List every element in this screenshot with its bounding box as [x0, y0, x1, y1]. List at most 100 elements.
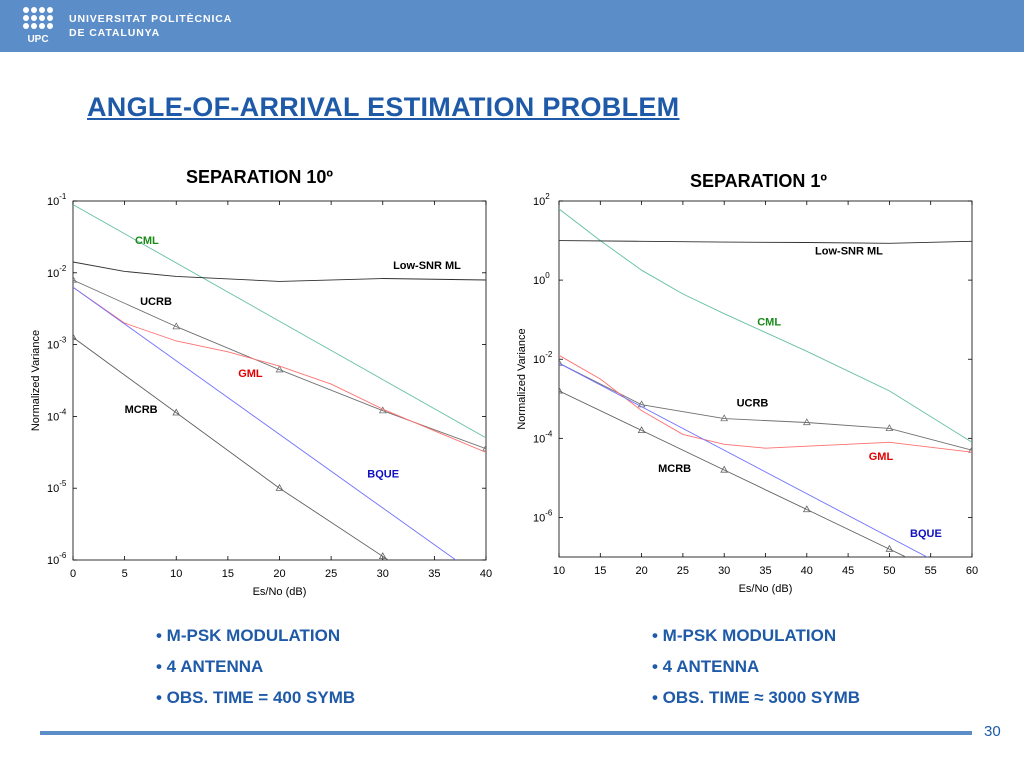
- institution-name: UNIVERSITAT POLITÈCNICA DE CATALUNYA: [69, 12, 232, 40]
- series-line-ucrb: [559, 362, 972, 451]
- series-marker: [172, 322, 181, 330]
- bullet-item: • OBS. TIME ≈ 3000 SYMB: [652, 688, 861, 707]
- series-line-low-snr-ml: [73, 261, 486, 282]
- y-tick-label: 10-4: [47, 407, 67, 423]
- y-tick-label: 10-5: [47, 479, 67, 495]
- series-marker: [637, 426, 646, 434]
- series-label: MCRB: [125, 404, 158, 416]
- y-tick-label: 10-2: [533, 350, 553, 366]
- series-marker: [885, 424, 894, 432]
- series-line-gml: [73, 286, 486, 453]
- series-label: UCRB: [737, 398, 769, 410]
- bullet-item: • OBS. TIME = 400 SYMB: [156, 688, 356, 707]
- x-tick-label: 20: [635, 565, 647, 577]
- series-marker: [559, 386, 563, 394]
- series-marker: [720, 465, 729, 473]
- bullet-list-left: • M-PSK MODULATION • 4 ANTENNA • OBS. TIME…: [156, 625, 355, 718]
- x-tick-label: 10: [170, 568, 182, 580]
- series-label: BQUE: [367, 468, 399, 480]
- series-label: CML: [135, 235, 159, 247]
- series-marker: [885, 544, 894, 552]
- header-bar: UPC UNIVERSITAT POLITÈCNICA DE CATALUNYA: [0, 0, 1024, 52]
- x-tick-label: 40: [480, 568, 492, 580]
- institution-line-1: UNIVERSITAT POLITÈCNICA: [69, 13, 233, 25]
- series-marker: [720, 414, 729, 422]
- x-tick-label: 30: [718, 565, 730, 577]
- plot-frame: [558, 200, 973, 558]
- series-marker: [969, 585, 975, 591]
- series-label: GML: [238, 368, 263, 380]
- x-tick-label: 50: [883, 565, 895, 577]
- x-tick-label: 25: [325, 568, 337, 580]
- series-marker: [73, 333, 77, 341]
- y-tick-label: 10-6: [533, 508, 553, 524]
- chart-1-title: SEPARATION 10º: [186, 167, 333, 187]
- x-tick-label: 0: [70, 568, 76, 580]
- footer-divider: [40, 731, 972, 735]
- x-tick-label: 15: [222, 568, 234, 580]
- x-tick-label: 10: [553, 565, 565, 577]
- y-axis-label: Normalized Variance: [30, 330, 42, 431]
- y-tick-label: 10-1: [47, 192, 67, 208]
- y-axis-label: Normalized Variance: [516, 328, 528, 429]
- x-tick-label: 5: [122, 568, 128, 580]
- y-tick-label: 10-4: [533, 429, 553, 445]
- institution-line-2: DE CATALUNYA: [69, 27, 161, 39]
- x-tick-label: 40: [801, 565, 813, 577]
- y-tick-label: 10-6: [47, 551, 67, 567]
- series-marker: [275, 483, 284, 491]
- series-line-ucrb: [73, 279, 486, 450]
- series-line-bque: [559, 362, 928, 557]
- chart-2-title: SEPARATION 1º: [690, 171, 827, 191]
- chart-2: 10 15 20 25 30 35 40 45 50 55 60 10-6 10-4 10-2 100 102…: [516, 192, 978, 595]
- series-label: BQUE: [910, 528, 942, 540]
- series-marker: [73, 275, 77, 283]
- bullet-list-right: • M-PSK MODULATION • 4 ANTENNA • OBS. TIME…: [652, 625, 860, 718]
- y-tick-label: 10-2: [47, 264, 67, 280]
- series-marker: [275, 365, 284, 373]
- bullet-item: • 4 ANTENNA: [652, 657, 760, 676]
- series-label: GML: [869, 451, 894, 463]
- page-number: 30: [984, 723, 1001, 740]
- bullet-item: • 4 ANTENNA: [156, 657, 264, 676]
- series-line-cml: [559, 208, 972, 443]
- x-tick-label: 55: [925, 565, 937, 577]
- series-marker: [378, 552, 387, 560]
- series-marker: [559, 358, 563, 366]
- series-label: UCRB: [140, 296, 172, 308]
- series-label: MCRB: [658, 463, 691, 475]
- x-tick-label: 15: [594, 565, 606, 577]
- series-marker: [802, 505, 811, 513]
- bullet-item: • M-PSK MODULATION: [156, 626, 341, 645]
- series-marker: [483, 621, 489, 627]
- series-line-cml: [73, 204, 486, 439]
- series-line-mcrb: [73, 337, 390, 560]
- series-line-gml: [559, 354, 972, 453]
- x-axis-label: Es/No (dB): [253, 586, 307, 598]
- y-tick-label: 102: [533, 192, 550, 208]
- x-tick-label: 45: [842, 565, 854, 577]
- x-tick-label: 30: [377, 568, 389, 580]
- series-marker: [482, 444, 486, 452]
- x-tick-label: 25: [677, 565, 689, 577]
- series-marker: [968, 445, 972, 453]
- plot-frame: [72, 200, 487, 561]
- series-line-low-snr-ml: [559, 240, 972, 244]
- series-line-bque: [73, 286, 457, 560]
- chart-1: 0 5 10 15 20 25 30 35 40 10-6 10-5 10-4 10-3 10-2 10-1…: [30, 192, 492, 627]
- series-line-mcrb: [559, 390, 907, 557]
- series-label: Low-SNR ML: [815, 245, 883, 257]
- y-tick-label: 10-3: [47, 336, 67, 352]
- x-axis-label: Es/No (dB): [739, 583, 793, 595]
- series-marker: [172, 408, 181, 416]
- x-tick-label: 20: [273, 568, 285, 580]
- x-tick-label: 60: [966, 565, 978, 577]
- y-tick-label: 100: [533, 271, 550, 287]
- upc-logo-icon: UPC: [23, 7, 53, 45]
- x-tick-label: 35: [759, 565, 771, 577]
- series-label: Low-SNR ML: [393, 260, 461, 272]
- slide-title: ANGLE-OF-ARRIVAL ESTIMATION PROBLEM: [87, 92, 680, 122]
- series-label: CML: [757, 317, 781, 329]
- x-tick-label: 35: [428, 568, 440, 580]
